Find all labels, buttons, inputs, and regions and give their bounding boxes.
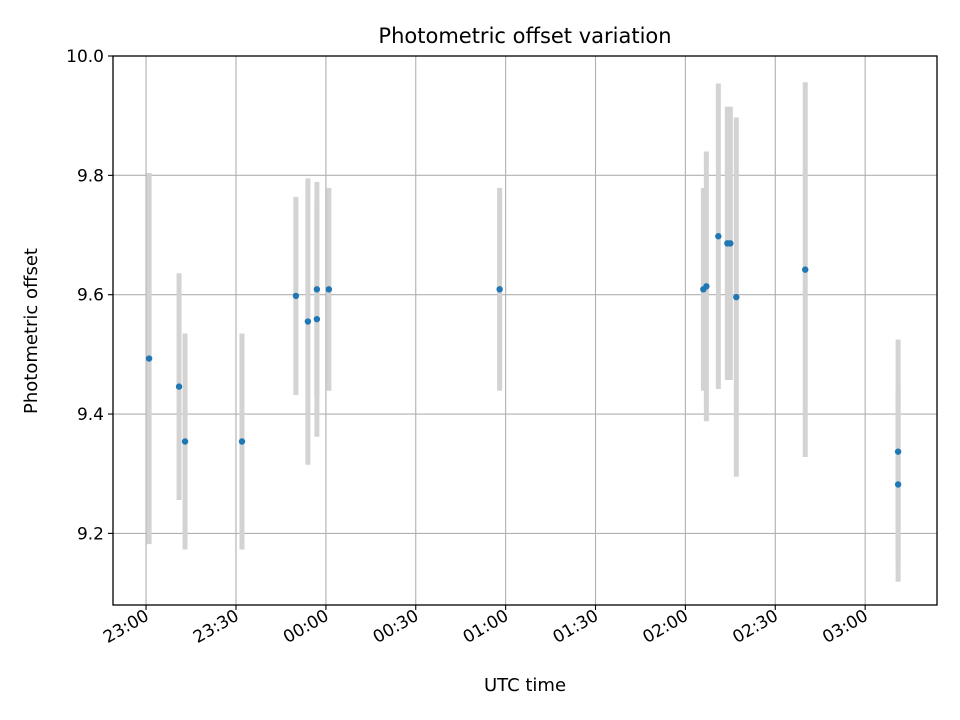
data-point [802,266,809,273]
x-axis-title: UTC time [484,675,566,696]
y-tick-label: 9.4 [77,405,104,425]
data-point [238,438,246,445]
y-axis-title: Photometric offset [21,248,42,414]
data-point [145,355,153,362]
x-tick-label: 00:00 [280,606,332,648]
data-point [175,383,183,390]
y-tick-label: 10.0 [66,47,104,67]
data-point [496,286,503,293]
data-point [894,481,902,488]
y-tick-label: 9.6 [77,286,104,306]
data-point [715,233,722,240]
x-tick-label: 23:00 [100,606,152,648]
grid-layer [113,55,937,605]
data-point [325,286,333,293]
x-tick-label: 02:30 [729,606,781,648]
plot-frame [112,55,938,606]
data-point [733,293,740,301]
data-point [894,448,902,455]
x-tick-label: 00:30 [370,606,422,648]
x-tick-label: 23:30 [190,606,242,648]
data-point [304,318,312,325]
data-point [703,283,710,290]
x-tick-label: 01:30 [550,606,602,648]
data-point [313,286,321,293]
x-tick-label: 01:00 [460,606,512,648]
x-tick-label: 03:00 [819,606,871,648]
y-tick-label: 9.2 [77,524,104,544]
x-tick-label: 02:00 [639,606,691,648]
data-point [313,315,321,323]
chart-title: Photometric offset variation [378,24,671,48]
data-point [727,240,734,247]
y-tick-label: 9.8 [77,166,104,186]
data-point [181,438,189,445]
point-layer [145,233,902,488]
errorbar-layer [146,82,901,582]
data-point [292,292,300,300]
